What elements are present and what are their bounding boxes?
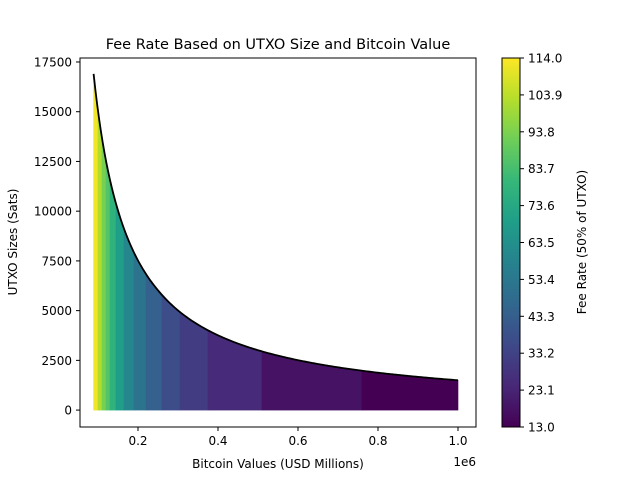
y-tick-label: 2500 xyxy=(41,354,72,368)
colorbar-label: Fee Rate (50% of UTXO) xyxy=(575,170,589,314)
fee-band-5 xyxy=(115,203,125,411)
colorbar-ticks: 13.0 23.1 33.2 43.3 53.4 63.5 73.6 83.7 93.8 103.… xyxy=(520,52,562,435)
y-axis: 0 2500 5000 7500 10000 12500 15000 17500 xyxy=(34,55,80,418)
colorbar: 13.0 23.1 33.2 43.3 53.4 63.5 73.6 83.7 93.8 103.… xyxy=(501,52,589,435)
colorbar-tick-label: 114.0 xyxy=(528,52,562,66)
fee-band-3 xyxy=(105,160,111,411)
chart-title: Fee Rate Based on UTXO Size and Bitcoin … xyxy=(106,37,451,53)
y-tick-label: 12500 xyxy=(34,155,72,169)
fee-band-4 xyxy=(109,179,117,411)
colorbar-tick-label: 13.0 xyxy=(528,421,555,435)
y-axis-label: UTXO Sizes (Sats) xyxy=(6,189,20,296)
x-tick-label: 1.0 xyxy=(448,434,467,448)
colorbar-tick-label: 63.5 xyxy=(528,236,555,250)
x-offset-label: 1e6 xyxy=(453,455,476,469)
x-tick-label: 0.8 xyxy=(368,434,387,448)
colorbar-tick-label: 23.1 xyxy=(528,384,555,398)
y-tick-label: 7500 xyxy=(41,254,72,268)
fee-band-0 xyxy=(93,73,99,411)
x-tick-label: 0.4 xyxy=(208,434,227,448)
colorbar-tick-label: 53.4 xyxy=(528,273,555,287)
fee-band-12 xyxy=(261,350,363,411)
y-tick-label: 17500 xyxy=(34,55,72,69)
colorbar-tick-label: 73.6 xyxy=(528,199,555,213)
colorbar-tick-label: 83.7 xyxy=(528,162,555,176)
fee-band-9 xyxy=(161,294,181,411)
x-axis-label: Bitcoin Values (USD Millions) xyxy=(192,457,364,471)
plot-frame xyxy=(79,57,477,428)
fee-band-1 xyxy=(97,110,103,411)
fee-band-7 xyxy=(133,252,147,411)
fee-band-10 xyxy=(179,311,209,411)
colorbar-tick-label: 43.3 xyxy=(528,310,555,324)
y-tick-label: 5000 xyxy=(41,304,72,318)
colorbar-tick-label: 33.2 xyxy=(528,347,555,361)
fee-band-2 xyxy=(101,138,107,411)
colorbar-tick-label: 103.9 xyxy=(528,88,562,102)
utxo-curve xyxy=(92,73,459,382)
fee-band-6 xyxy=(123,228,135,411)
fee-rate-fill xyxy=(93,73,459,411)
colorbar-gradient xyxy=(501,57,521,428)
y-tick-label: 15000 xyxy=(34,105,72,119)
x-axis: 0.2 0.4 0.6 0.8 1.0 xyxy=(128,427,468,448)
x-tick-label: 0.6 xyxy=(288,434,307,448)
fee-band-8 xyxy=(145,273,163,411)
y-tick-label: 10000 xyxy=(34,205,72,219)
colorbar-tick-label: 93.8 xyxy=(528,125,555,139)
y-tick-label: 0 xyxy=(64,404,72,418)
x-tick-label: 0.2 xyxy=(128,434,147,448)
